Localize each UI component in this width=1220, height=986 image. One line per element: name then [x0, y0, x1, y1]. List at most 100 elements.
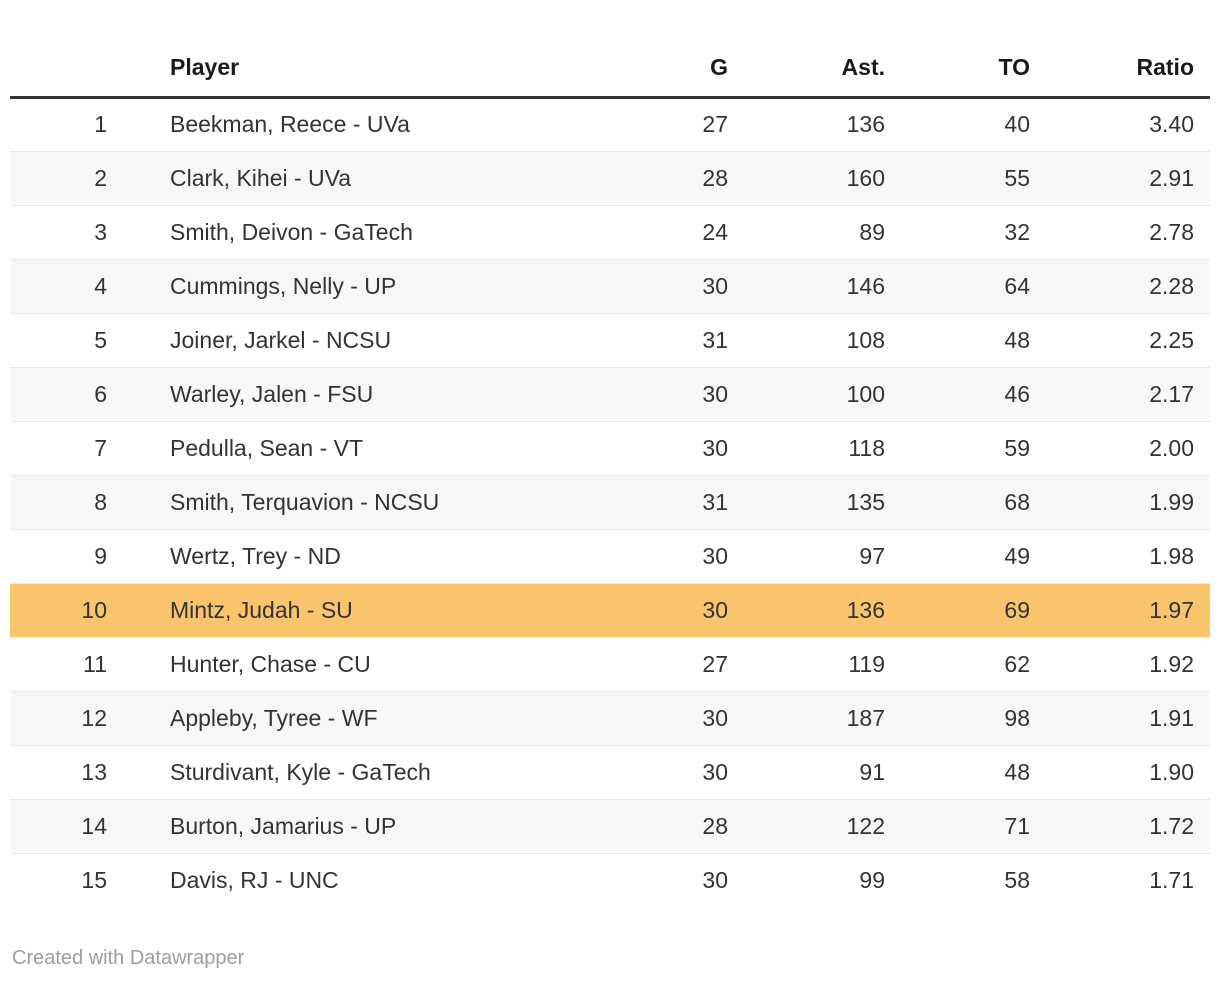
- ast-cell: 122: [728, 798, 885, 853]
- to-cell: 32: [885, 204, 1030, 259]
- ratio-cell: 2.78: [1030, 204, 1210, 259]
- player-cell: Davis, RJ - UNC: [107, 852, 628, 907]
- header-assists: Ast.: [728, 30, 885, 99]
- rank-cell: 12: [10, 690, 107, 745]
- ast-cell: 99: [728, 852, 885, 907]
- table-row: 7 Pedulla, Sean - VT 30 118 59 2.00: [10, 420, 1210, 475]
- g-cell: 27: [628, 636, 728, 691]
- ast-cell: 136: [846, 111, 885, 137]
- player-cell: Joiner, Jarkel - NCSU: [107, 312, 628, 367]
- rank-cell: 7: [10, 420, 107, 475]
- header-player: Player: [107, 30, 628, 99]
- to-cell: 62: [885, 636, 1030, 691]
- to-cell: 55: [885, 150, 1030, 205]
- table-row: 14 Burton, Jamarius - UP 28 122 71 1.72: [10, 798, 1210, 853]
- rank-cell: 14: [10, 798, 107, 853]
- ast-cell: 100: [728, 366, 885, 421]
- g-cell: 30: [628, 744, 728, 799]
- table-row: 8 Smith, Terquavion - NCSU 31 135 68 1.99: [10, 474, 1210, 529]
- ast-cell: 187: [728, 690, 885, 745]
- header-ratio: Ratio: [1030, 30, 1210, 99]
- table-row: 11 Hunter, Chase - CU 27 119 62 1.92: [10, 636, 1210, 691]
- header-rank: [10, 30, 107, 99]
- header-games: G: [628, 30, 728, 99]
- rank-cell: 8: [10, 474, 107, 529]
- ast-cell: 108: [728, 312, 885, 367]
- player-cell: Smith, Deivon - GaTech: [107, 204, 628, 259]
- g-cell: 31: [628, 474, 728, 529]
- g-cell: 31: [628, 312, 728, 367]
- player-cell: Cummings, Nelly - UP: [107, 258, 628, 313]
- player-cell: Pedulla, Sean - VT: [107, 420, 628, 475]
- g-cell: 30: [628, 852, 728, 907]
- g-cell: 30: [628, 366, 728, 421]
- rank-cell: 11: [10, 636, 107, 691]
- player-cell: Beekman, Reece - UVa: [170, 111, 410, 137]
- rank-cell: 2: [10, 150, 107, 205]
- to-cell: 68: [885, 474, 1030, 529]
- to-cell: 59: [885, 420, 1030, 475]
- player-cell: Hunter, Chase - CU: [107, 636, 628, 691]
- to-cell: 48: [885, 744, 1030, 799]
- to-cell: 71: [885, 798, 1030, 853]
- g-cell: 30: [628, 690, 728, 745]
- table-body: 1 Beekman, Reece - UVa 27 136 40 3.40 2 Clark, …: [10, 97, 1210, 907]
- player-cell: Warley, Jalen - FSU: [107, 366, 628, 421]
- ratio-cell: 2.25: [1030, 312, 1210, 367]
- assist-turnover-table: Player G Ast. TO Ratio 1 Beekman, Reece -…: [10, 30, 1210, 907]
- to-cell: 64: [885, 258, 1030, 313]
- g-cell: 28: [628, 150, 728, 205]
- rank-cell: 9: [10, 528, 107, 583]
- ast-cell: 89: [728, 204, 885, 259]
- g-cell: 27: [702, 111, 728, 137]
- rank-cell: 15: [10, 852, 107, 907]
- ast-cell: 146: [728, 258, 885, 313]
- to-cell: 98: [885, 690, 1030, 745]
- rank-cell: 4: [10, 258, 107, 313]
- ratio-cell: 1.92: [1030, 636, 1210, 691]
- ratio-cell: 1.91: [1030, 690, 1210, 745]
- player-cell: Burton, Jamarius - UP: [107, 798, 628, 853]
- g-cell: 24: [628, 204, 728, 259]
- to-cell: 48: [885, 312, 1030, 367]
- ratio-cell: 2.17: [1030, 366, 1210, 421]
- to-cell: 49: [885, 528, 1030, 583]
- ratio-cell: 2.91: [1030, 150, 1210, 205]
- table-container: Player G Ast. TO Ratio 1 Beekman, Reece -…: [10, 30, 1210, 907]
- table-row: 2 Clark, Kihei - UVa 28 160 55 2.91: [10, 150, 1210, 205]
- table-row: 5 Joiner, Jarkel - NCSU 31 108 48 2.25: [10, 312, 1210, 367]
- rank-cell: 13: [10, 744, 107, 799]
- to-cell: 40: [1004, 111, 1030, 137]
- table-row: 6 Warley, Jalen - FSU 30 100 46 2.17: [10, 366, 1210, 421]
- table-header: Player G Ast. TO Ratio: [10, 30, 1210, 99]
- ratio-cell: 2.00: [1030, 420, 1210, 475]
- ratio-cell: 1.72: [1030, 798, 1210, 853]
- player-cell: Smith, Terquavion - NCSU: [107, 474, 628, 529]
- g-cell: 30: [628, 258, 728, 313]
- ratio-cell: 1.71: [1030, 852, 1210, 907]
- player-cell: Mintz, Judah - SU: [107, 582, 628, 637]
- header-turnovers: TO: [885, 30, 1030, 99]
- table-row: 1 Beekman, Reece - UVa 27 136 40 3.40: [10, 97, 1210, 151]
- ratio-cell: 1.97: [1030, 582, 1210, 637]
- player-cell: Wertz, Trey - ND: [107, 528, 628, 583]
- ast-cell: 91: [728, 744, 885, 799]
- rank-cell: 5: [10, 312, 107, 367]
- table-row: 4 Cummings, Nelly - UP 30 146 64 2.28: [10, 258, 1210, 313]
- g-cell: 30: [628, 582, 728, 637]
- datawrapper-credit: Created with Datawrapper: [12, 947, 245, 969]
- player-cell: Clark, Kihei - UVa: [107, 150, 628, 205]
- player-cell: Appleby, Tyree - WF: [107, 690, 628, 745]
- to-cell: 58: [885, 852, 1030, 907]
- ast-cell: 97: [728, 528, 885, 583]
- ratio-cell: 3.40: [1149, 111, 1194, 137]
- to-cell: 69: [885, 582, 1030, 637]
- rank-cell: 1: [94, 111, 107, 137]
- ast-cell: 160: [728, 150, 885, 205]
- table-row: 15 Davis, RJ - UNC 30 99 58 1.71: [10, 852, 1210, 907]
- to-cell: 46: [885, 366, 1030, 421]
- ratio-cell: 1.90: [1030, 744, 1210, 799]
- ast-cell: 119: [728, 636, 885, 691]
- table-row: 9 Wertz, Trey - ND 30 97 49 1.98: [10, 528, 1210, 583]
